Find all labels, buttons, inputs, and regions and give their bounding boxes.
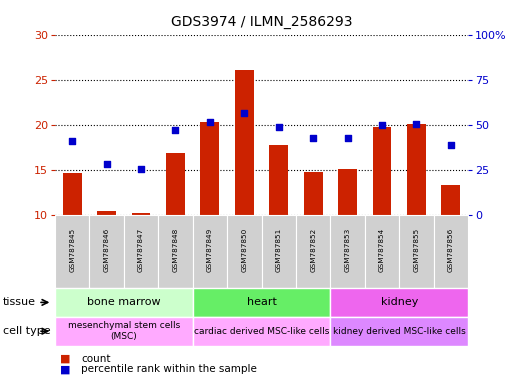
Bar [331,288,468,317]
Text: percentile rank within the sample: percentile rank within the sample [81,364,257,374]
Point [378,122,386,128]
Bar [55,317,192,346]
Bar [365,215,399,288]
Bar [89,215,124,288]
Text: GSM787854: GSM787854 [379,228,385,272]
Bar [407,124,426,215]
Bar [262,215,296,288]
Point [447,142,455,148]
Text: GSM787853: GSM787853 [345,228,350,272]
Text: GSM787846: GSM787846 [104,228,109,272]
Text: tissue: tissue [3,297,36,308]
Bar [192,288,331,317]
Bar [227,215,262,288]
Bar [372,127,392,215]
Bar [166,153,185,215]
Point [103,161,111,167]
Text: ■: ■ [60,364,71,374]
Bar [296,215,331,288]
Text: bone marrow: bone marrow [87,297,161,308]
Point [68,138,76,144]
Text: GSM787847: GSM787847 [138,228,144,272]
Bar [269,145,288,215]
Point [412,121,420,127]
Bar [192,215,227,288]
Text: GSM787848: GSM787848 [173,228,178,272]
Text: kidney derived MSC-like cells: kidney derived MSC-like cells [333,327,465,336]
Text: GSM787851: GSM787851 [276,228,282,272]
Bar [55,215,89,288]
Text: count: count [81,354,110,364]
Bar [55,288,192,317]
Text: GDS3974 / ILMN_2586293: GDS3974 / ILMN_2586293 [170,15,353,29]
Text: GSM787856: GSM787856 [448,228,454,272]
Bar [331,317,468,346]
Point [344,135,352,141]
Bar [63,173,82,215]
Bar [131,213,151,215]
Bar [441,185,460,215]
Text: cell type: cell type [3,326,50,336]
Text: GSM787852: GSM787852 [310,228,316,272]
Text: ■: ■ [60,354,71,364]
Text: cardiac derived MSC-like cells: cardiac derived MSC-like cells [194,327,329,336]
Bar [399,215,434,288]
Bar [192,317,331,346]
Bar [158,215,192,288]
Bar [124,215,158,288]
Text: GSM787845: GSM787845 [69,228,75,272]
Text: GSM787855: GSM787855 [414,228,419,272]
Text: heart: heart [246,297,277,308]
Bar [200,122,219,215]
Bar [331,215,365,288]
Text: mesenchymal stem cells
(MSC): mesenchymal stem cells (MSC) [67,321,180,341]
Text: GSM787850: GSM787850 [241,228,247,272]
Point [137,166,145,172]
Point [171,127,179,133]
Bar [235,70,254,215]
Point [309,135,317,141]
Bar [304,172,323,215]
Point [275,124,283,130]
Bar [338,169,357,215]
Bar [97,212,116,215]
Bar [434,215,468,288]
Text: kidney: kidney [381,297,418,308]
Point [206,119,214,125]
Text: GSM787849: GSM787849 [207,228,213,272]
Point [240,110,248,116]
